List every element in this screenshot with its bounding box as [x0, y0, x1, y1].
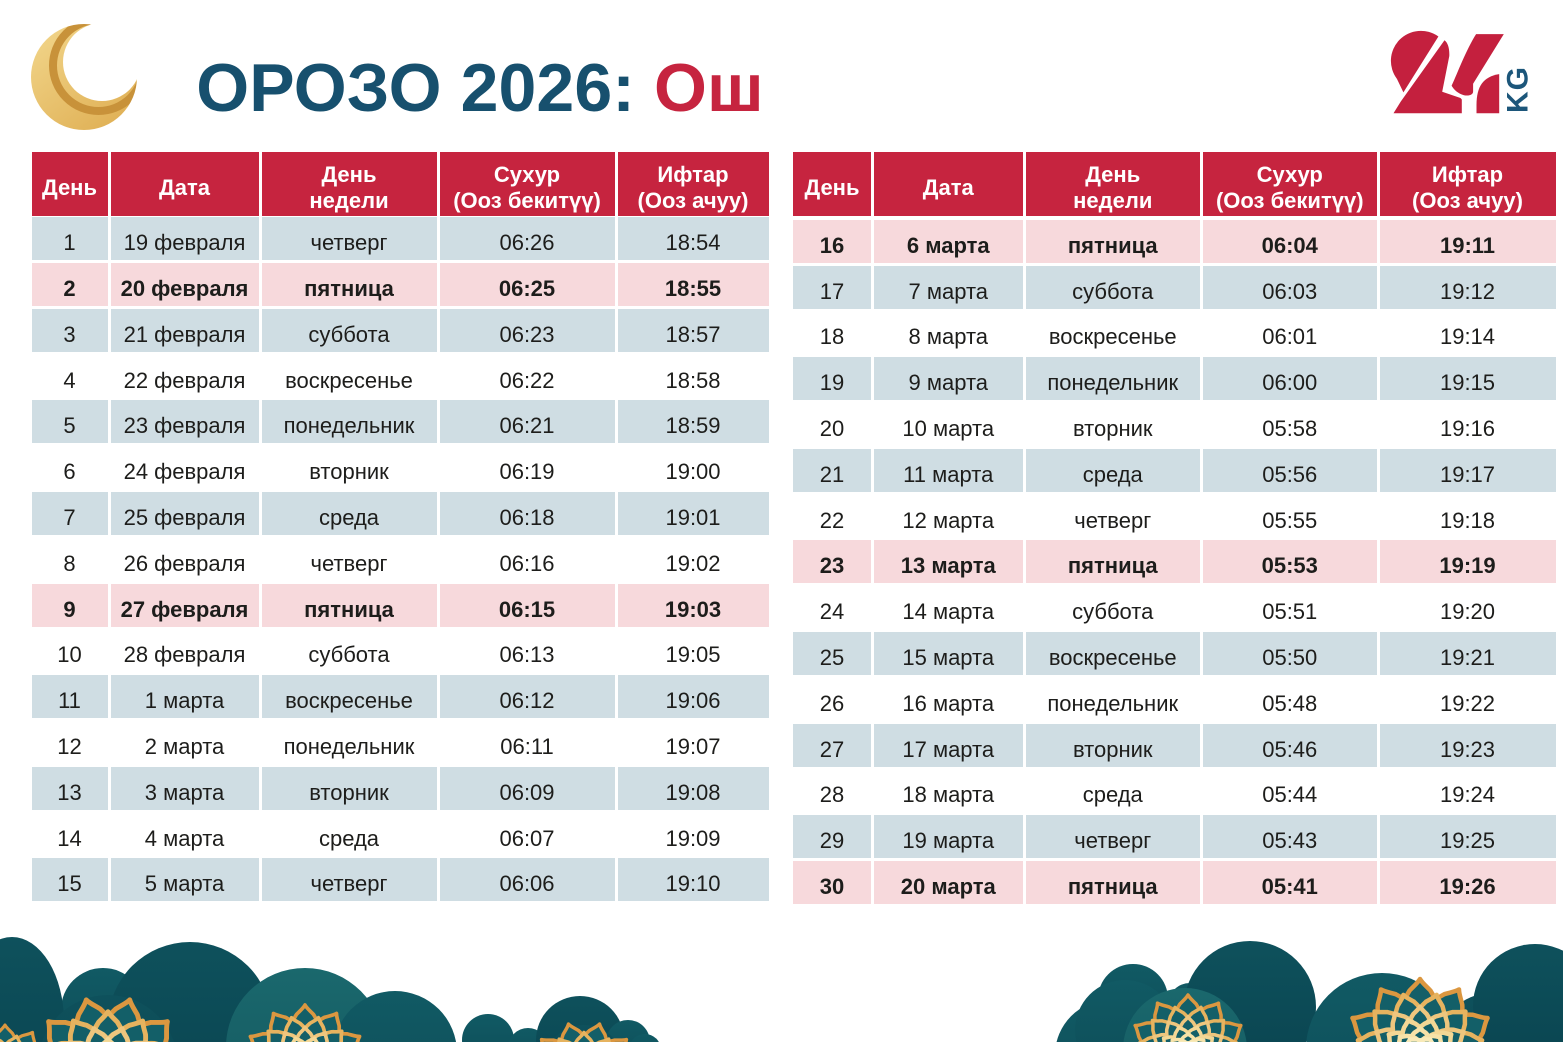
svg-text:KG: KG	[1502, 66, 1533, 113]
